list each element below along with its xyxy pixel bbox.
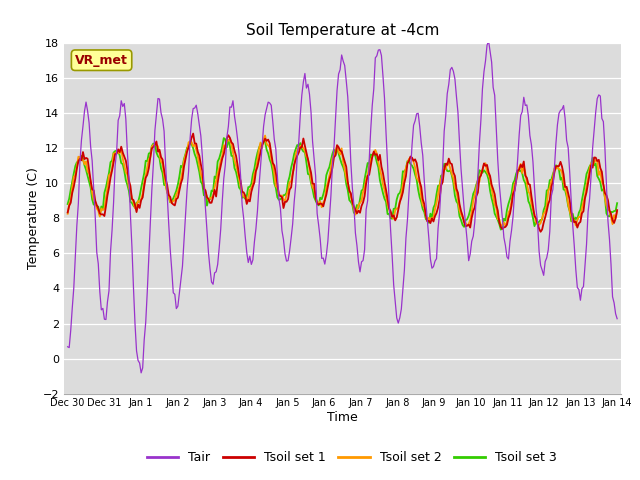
Y-axis label: Temperature (C): Temperature (C) — [27, 168, 40, 269]
Legend: Tair, Tsoil set 1, Tsoil set 2, Tsoil set 3: Tair, Tsoil set 1, Tsoil set 2, Tsoil se… — [142, 446, 562, 469]
Text: VR_met: VR_met — [75, 54, 128, 67]
X-axis label: Time: Time — [327, 411, 358, 424]
Title: Soil Temperature at -4cm: Soil Temperature at -4cm — [246, 23, 439, 38]
